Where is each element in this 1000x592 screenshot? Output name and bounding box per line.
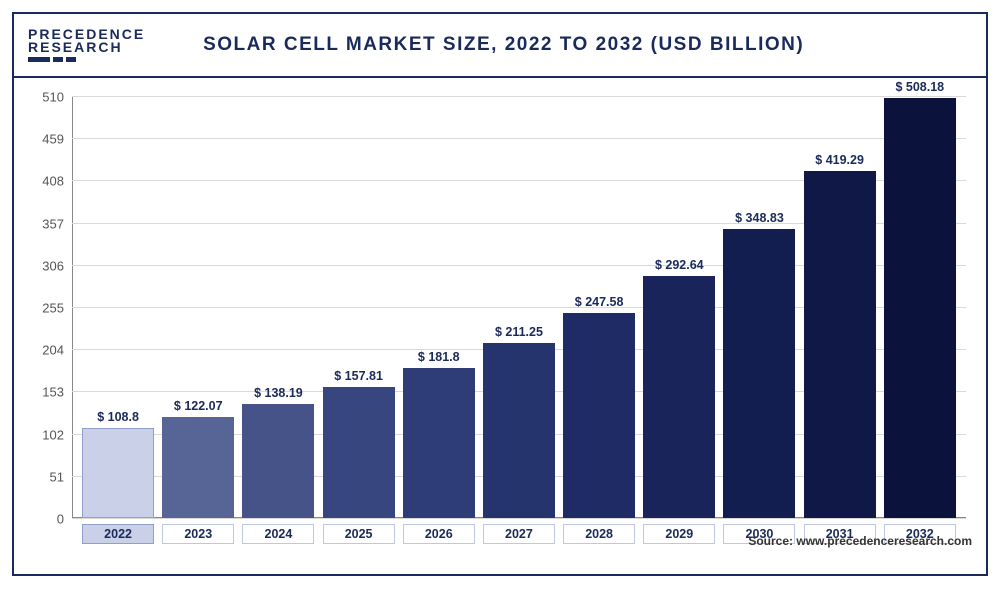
bar-column: $ 181.8	[403, 350, 475, 518]
x-axis-label: 2028	[563, 524, 635, 544]
y-tick-label: 102	[42, 427, 72, 442]
y-tick-label: 153	[42, 385, 72, 400]
source-attribution: Source: www.precedenceresearch.com	[748, 534, 972, 548]
bar	[323, 387, 395, 518]
y-tick-label: 306	[42, 258, 72, 273]
bar-column: $ 138.19	[242, 386, 314, 518]
bar-value-label: $ 348.83	[735, 211, 784, 225]
x-axis-label: 2026	[403, 524, 475, 544]
bar	[723, 229, 795, 518]
x-axis-label: 2027	[483, 524, 555, 544]
bar	[403, 368, 475, 518]
y-tick-label: 0	[57, 512, 72, 527]
bar-column: $ 157.81	[323, 369, 395, 518]
y-tick-label: 357	[42, 216, 72, 231]
chart-frame: PRECEDENCE RESEARCH SOLAR CELL MARKET SI…	[12, 12, 988, 576]
bar	[162, 417, 234, 518]
y-tick-label: 408	[42, 174, 72, 189]
bar-column: $ 348.83	[723, 211, 795, 518]
bar	[82, 428, 154, 518]
logo-bars-icon	[28, 57, 145, 62]
bar-column: $ 247.58	[563, 295, 635, 518]
bar-value-label: $ 122.07	[174, 399, 223, 413]
y-tick-label: 255	[42, 301, 72, 316]
bar-column: $ 211.25	[483, 325, 555, 518]
bar-column: $ 292.64	[643, 258, 715, 518]
logo: PRECEDENCE RESEARCH	[28, 28, 145, 63]
gridline: 0	[72, 518, 966, 519]
x-axis-label: 2025	[323, 524, 395, 544]
bar	[483, 343, 555, 518]
y-tick-label: 510	[42, 90, 72, 105]
chart-header: PRECEDENCE RESEARCH SOLAR CELL MARKET SI…	[14, 14, 986, 78]
bar-column: $ 122.07	[162, 399, 234, 518]
x-axis-label: 2024	[242, 524, 314, 544]
bar-value-label: $ 292.64	[655, 258, 704, 272]
y-tick-label: 459	[42, 132, 72, 147]
bar-value-label: $ 419.29	[815, 153, 864, 167]
logo-line-2: RESEARCH	[28, 41, 145, 54]
bars-container: $ 108.8 $ 122.07 $ 138.19 $ 157.81 $ 181.8 $ …	[72, 96, 966, 518]
bar-column: $ 419.29	[804, 153, 876, 518]
y-tick-label: 204	[42, 343, 72, 358]
bar	[643, 276, 715, 518]
bar-value-label: $ 247.58	[575, 295, 624, 309]
bar-column: $ 108.8	[82, 410, 154, 518]
chart-area: 051102153204255306357408459510 $ 108.8$ …	[14, 78, 986, 552]
bar	[884, 98, 956, 518]
bar-value-label: $ 157.81	[334, 369, 383, 383]
x-axis-label: 2029	[643, 524, 715, 544]
y-tick-label: 51	[50, 469, 72, 484]
x-axis-label: 2023	[162, 524, 234, 544]
x-axis-label: 2022	[82, 524, 154, 544]
bar	[804, 171, 876, 518]
bar	[563, 313, 635, 518]
chart-title: SOLAR CELL MARKET SIZE, 2022 TO 2032 (US…	[145, 34, 862, 56]
bar-value-label: $ 108.8	[97, 410, 139, 424]
bar-value-label: $ 508.18	[895, 80, 944, 94]
plot: 051102153204255306357408459510 $ 108.8$ …	[72, 96, 966, 518]
bar-value-label: $ 211.25	[495, 325, 543, 339]
bar-value-label: $ 138.19	[254, 386, 303, 400]
bar-column: $ 508.18	[884, 80, 956, 518]
bar-value-label: $ 181.8	[418, 350, 460, 364]
bar	[242, 404, 314, 518]
